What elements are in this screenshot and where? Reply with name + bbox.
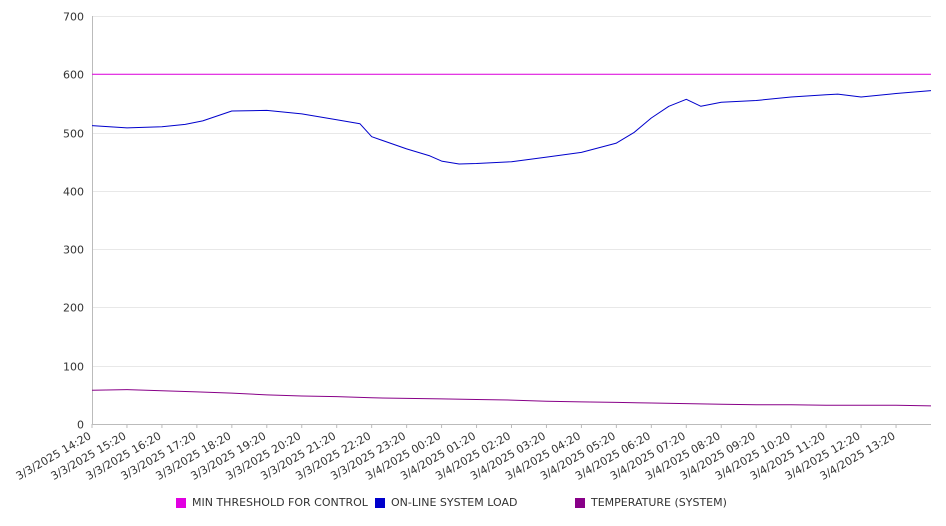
series-lines	[91, 73, 932, 407]
legend-item-temperature[interactable]: TEMPERATURE (SYSTEM)	[575, 496, 727, 509]
y-tick-labels: 0 100 200 300 400 500 600 700	[63, 11, 84, 432]
grid-lines	[92, 16, 931, 425]
series-line-temperature-system	[91, 389, 932, 407]
y-tick-label: 300	[63, 244, 84, 257]
axes	[91, 16, 931, 428]
legend-swatch-min-threshold	[176, 497, 186, 508]
legend-item-min-threshold[interactable]: MIN THRESHOLD FOR CONTROL	[176, 496, 368, 509]
legend-label-system-load: ON-LINE SYSTEM LOAD	[391, 496, 518, 509]
legend-item-system-load[interactable]: ON-LINE SYSTEM LOAD	[375, 496, 517, 509]
y-tick-label: 500	[63, 128, 84, 141]
legend-swatch-temperature	[575, 497, 585, 508]
series-line-on-line-system-load	[91, 90, 932, 165]
legend-label-min-threshold: MIN THRESHOLD FOR CONTROL	[192, 496, 368, 509]
y-tick-label: 400	[63, 186, 84, 199]
y-tick-label: 700	[63, 11, 84, 24]
y-tick-label: 0	[77, 419, 84, 432]
y-tick-label: 600	[63, 69, 84, 82]
y-tick-label: 100	[63, 361, 84, 374]
y-tick-label: 200	[63, 302, 84, 315]
legend-swatch-system-load	[375, 497, 385, 508]
legend-label-temperature: TEMPERATURE (SYSTEM)	[591, 496, 727, 509]
legend: MIN THRESHOLD FOR CONTROL ON-LINE SYSTEM…	[0, 496, 946, 516]
x-tick-labels: 3/3/2025 14:203/3/2025 15:203/3/2025 16:…	[14, 429, 898, 483]
